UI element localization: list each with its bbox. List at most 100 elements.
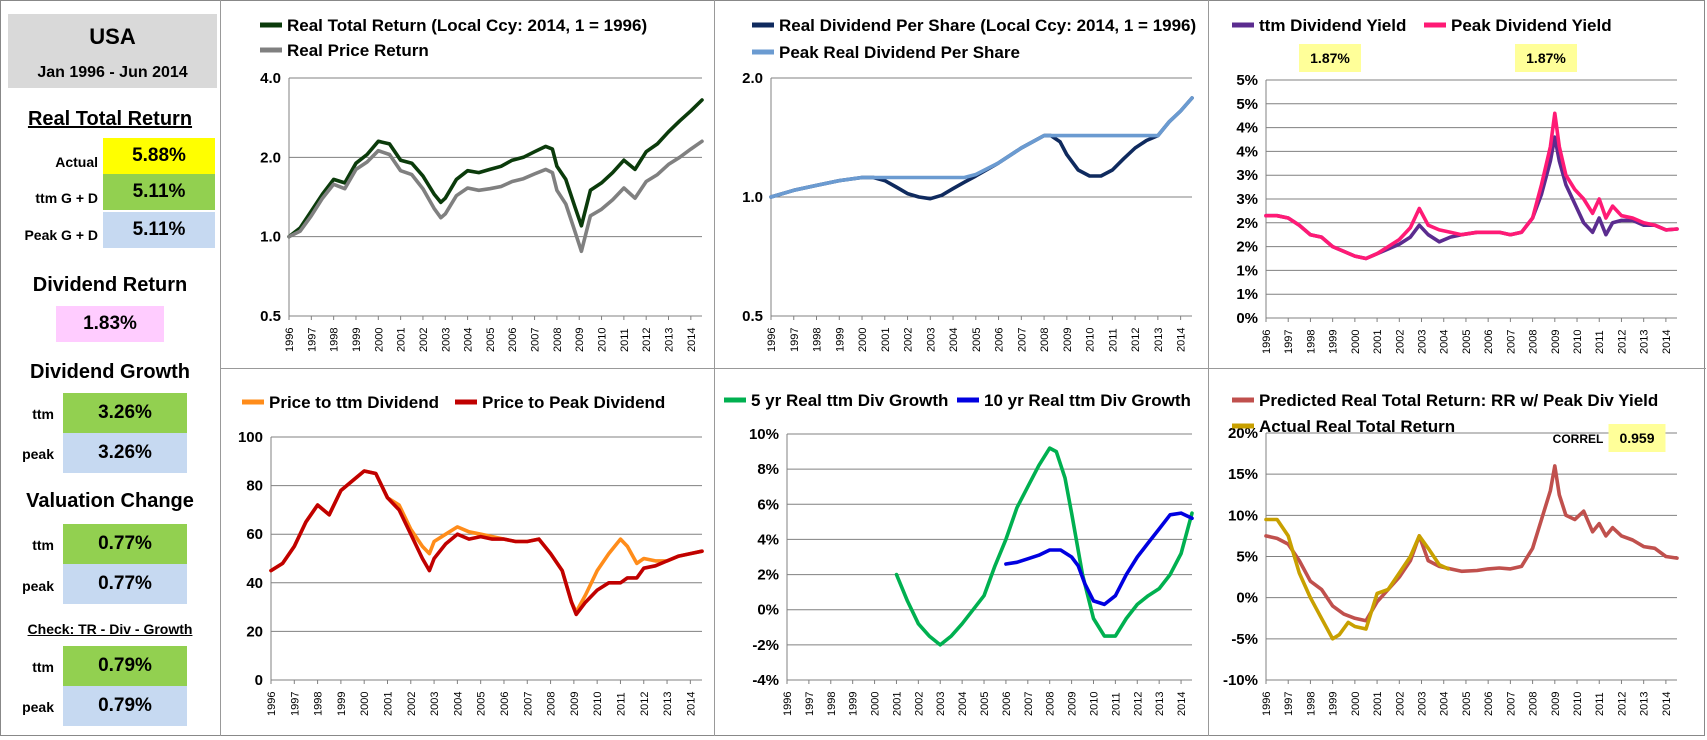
y-tick-label: 2% [1236, 239, 1258, 256]
y-tick-label: 3% [1236, 167, 1258, 184]
x-tick-label: 2011 [1107, 328, 1119, 352]
legend-label-1: Real Dividend Per Share (Local Ccy: 2014… [779, 16, 1196, 35]
y-tick-label: -10% [1223, 672, 1258, 689]
x-tick-label: 2011 [615, 692, 627, 716]
legend-label-1: 5 yr Real ttm Div Growth [751, 391, 948, 410]
x-tick-label: 2009 [569, 692, 581, 716]
y-tick-label: 2.0 [260, 149, 281, 166]
x-tick-label: 1997 [289, 692, 301, 716]
y-tick-label: 5% [1236, 96, 1258, 113]
dividend-return-value: 1.83% [56, 306, 164, 342]
y-tick-label: 4% [1236, 120, 1258, 137]
x-tick-label: 1999 [336, 692, 348, 716]
x-tick-label: 1997 [789, 328, 801, 352]
x-tick-label: 2007 [1016, 328, 1028, 352]
x-tick-label: 1996 [1261, 692, 1273, 716]
x-tick-label: 2005 [1461, 330, 1473, 354]
x-tick-label: 2010 [1572, 330, 1584, 354]
x-tick-label: 2007 [1505, 692, 1517, 716]
legend-label-2: 10 yr Real ttm Div Growth [984, 391, 1191, 410]
x-tick-label: 2006 [1483, 330, 1495, 354]
series-line-2 [769, 96, 1194, 199]
x-tick-label: 2012 [1616, 692, 1628, 716]
rtr-label-ttm: ttm G + D [35, 190, 98, 206]
rtr-label-actual: Actual [55, 154, 98, 170]
x-tick-label: 2003 [429, 692, 441, 716]
x-tick-label: 2009 [574, 328, 586, 352]
x-tick-label: 2005 [1461, 692, 1473, 716]
y-tick-label: -4% [752, 672, 779, 689]
annotation-box-2 [1608, 424, 1666, 452]
y-tick-label: 4% [757, 531, 779, 548]
legend-label-2: Real Price Return [287, 41, 429, 60]
y-tick-label: 100 [238, 429, 263, 446]
legend-label-1: Predicted Real Total Return: RR w/ Peak … [1259, 391, 1658, 410]
x-tick-label: 2007 [522, 692, 534, 716]
vc-label-peak: peak [22, 578, 54, 594]
x-tick-label: 2011 [1110, 692, 1122, 716]
y-tick-label: 20 [246, 623, 263, 640]
x-tick-label: 2010 [592, 692, 604, 716]
x-tick-label: 2010 [1572, 692, 1584, 716]
y-tick-label: 2% [1236, 215, 1258, 232]
rtr-value-peak: 5.11% [103, 212, 215, 248]
x-tick-label: 2006 [499, 692, 511, 716]
check-title: Check: TR - Div - Growth [27, 621, 193, 637]
x-tick-label: 2004 [957, 692, 969, 716]
x-tick-label: 1998 [313, 692, 325, 716]
dg-label-ttm: ttm [32, 406, 54, 422]
x-tick-label: 1998 [826, 692, 838, 716]
x-tick-label: 2000 [1350, 692, 1362, 716]
x-tick-label: 2007 [530, 328, 542, 352]
y-tick-label: 2.0 [742, 70, 763, 87]
x-tick-label: 2014 [1661, 330, 1673, 354]
y-tick-label: 1.0 [260, 229, 281, 246]
x-tick-label: 2014 [1176, 328, 1188, 352]
dividend-growth-title: Dividend Growth [30, 361, 190, 383]
x-tick-label: 2000 [359, 692, 371, 716]
x-tick-label: 2011 [1594, 692, 1606, 716]
x-tick-label: 1997 [804, 692, 816, 716]
y-tick-label: 80 [246, 478, 263, 495]
rtr-value-ttm: 5.11% [103, 174, 215, 210]
x-tick-label: 2004 [1439, 330, 1451, 354]
annotation-2: 0.959 [1619, 430, 1654, 446]
x-tick-label: 2002 [418, 328, 430, 352]
legend-label-2: Price to Peak Dividend [482, 393, 665, 412]
sidebar: USA Jan 1996 - Jun 2014 Real Total Retur… [0, 0, 220, 736]
rtr-label-peak: Peak G + D [24, 227, 98, 243]
x-tick-label: 2005 [485, 328, 497, 352]
divider-h [220, 368, 1706, 369]
x-tick-label: 2003 [1417, 692, 1429, 716]
y-tick-label: 1.0 [742, 189, 763, 206]
vc-value-peak: 0.77% [63, 564, 187, 604]
legend-label-1: ttm Dividend Yield [1259, 16, 1406, 35]
y-tick-label: 4.0 [260, 70, 281, 87]
x-tick-label: 2013 [1153, 328, 1165, 352]
x-tick-label: 1997 [1283, 692, 1295, 716]
y-tick-label: 0.5 [742, 308, 763, 325]
x-tick-label: 2008 [1528, 330, 1540, 354]
x-tick-label: 2012 [641, 328, 653, 352]
chart-5: -4% -2% 0% 2% 4% 6% 8% 10% 1996 1997 1998 1999 2000 2… [724, 391, 1194, 716]
x-tick-label: 2002 [1394, 692, 1406, 716]
y-tick-label: 5% [1236, 72, 1258, 89]
annotation-1: CORREL [1553, 432, 1604, 446]
y-tick-label: 0% [1236, 590, 1258, 607]
x-tick-label: 2011 [1594, 330, 1606, 354]
x-tick-label: 2009 [1550, 692, 1562, 716]
y-tick-label: 15% [1228, 466, 1258, 483]
x-tick-label: 2007 [1505, 330, 1517, 354]
x-tick-label: 2004 [1439, 692, 1451, 716]
x-tick-label: 2001 [396, 328, 408, 352]
y-tick-label: 1% [1236, 262, 1258, 279]
legend-label-1: Price to ttm Dividend [269, 393, 439, 412]
series-line-2 [1264, 111, 1679, 261]
series-line-1 [769, 96, 1194, 201]
legend-label-2: Actual Real Total Return [1259, 417, 1455, 436]
x-tick-label: 2003 [440, 328, 452, 352]
y-tick-label: -5% [1231, 631, 1258, 648]
x-tick-label: 2013 [1154, 692, 1166, 716]
y-tick-label: 6% [757, 496, 779, 513]
